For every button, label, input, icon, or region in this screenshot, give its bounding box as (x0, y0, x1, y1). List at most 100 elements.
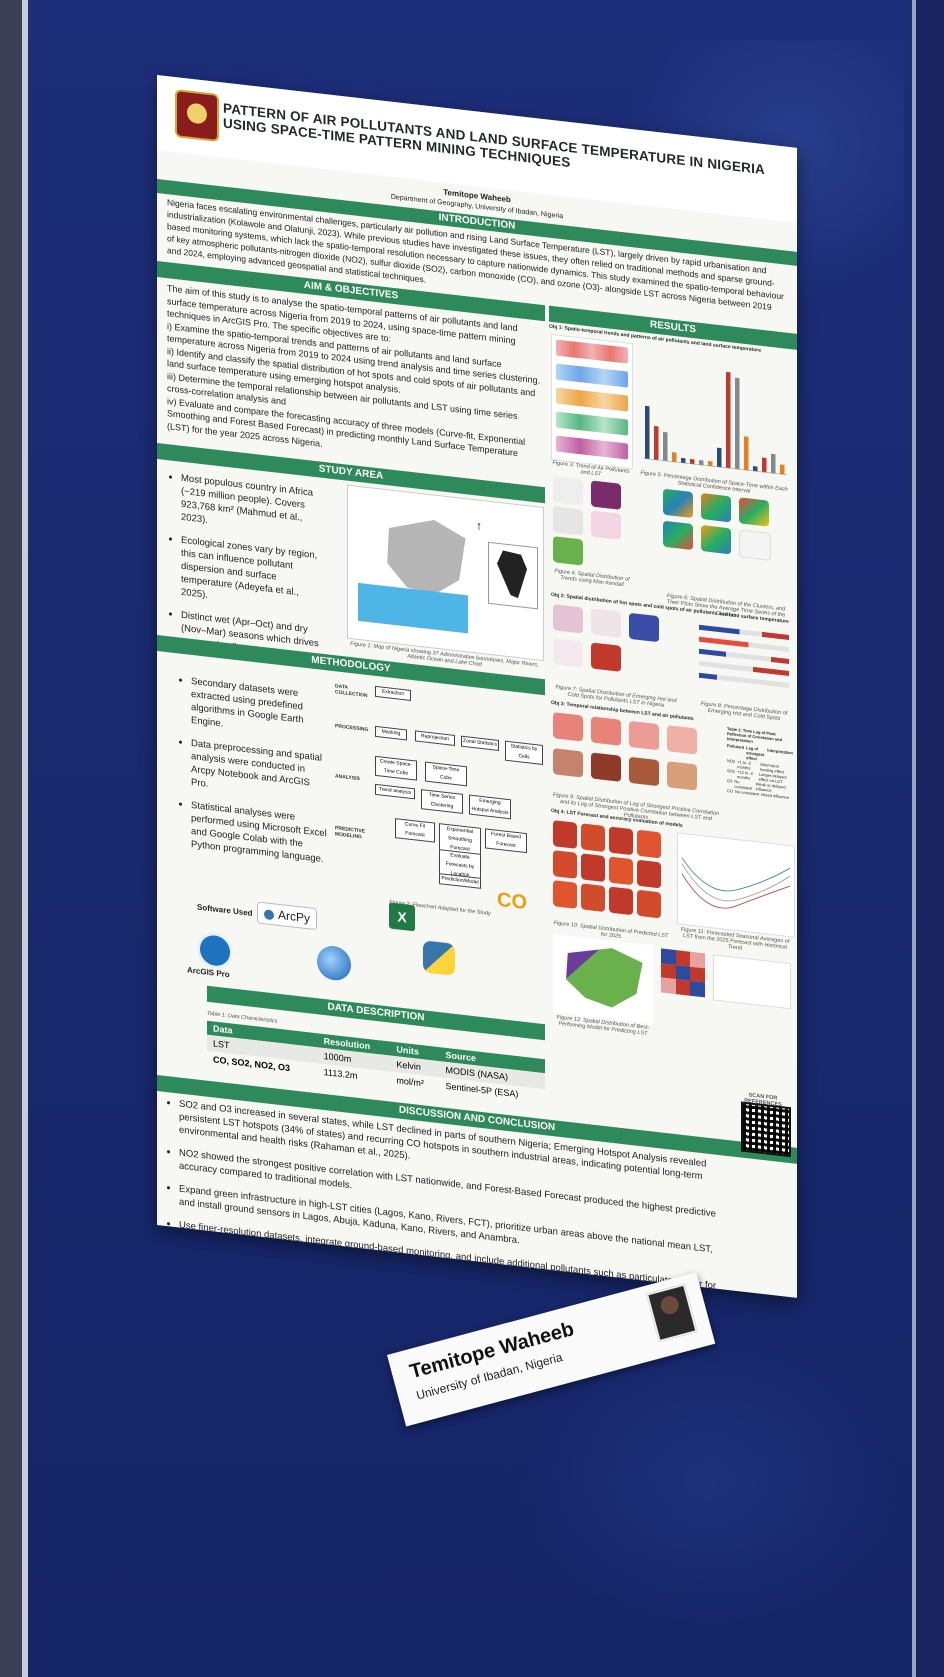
correlation-map-thumb (553, 748, 583, 778)
presenter-photo (646, 1283, 698, 1343)
matrix-cell (661, 948, 676, 965)
university-logo-icon (175, 89, 219, 143)
methodology-bullet-3: Statistical analyses were performed usin… (191, 799, 327, 866)
arcgis-pro-icon (197, 930, 233, 971)
trend-line-so2 (556, 363, 628, 388)
trend-map-thumb (591, 510, 621, 540)
correlation-map-thumb (553, 712, 583, 742)
chart-bar (780, 464, 785, 475)
percentage-bar (699, 672, 789, 689)
matrix-cell (690, 966, 705, 983)
display-board-frame-edge (22, 0, 28, 1677)
cluster-map-thumb (739, 529, 771, 561)
forecast-map-thumb (609, 856, 633, 886)
model-plot (713, 954, 791, 1010)
bar-group (645, 371, 785, 475)
forecast-map-thumb (581, 823, 605, 853)
matrix-cell (661, 963, 676, 980)
flow-box-trend-analysis: Trend analysis (375, 783, 415, 800)
colab-letters: CO (497, 888, 527, 915)
forecast-map-thumb (581, 853, 605, 883)
colab-icon: CO (497, 889, 527, 915)
matrix-cell (661, 977, 676, 995)
forecast-line-3 (681, 857, 791, 892)
results-panel: Obj 1: Spatio-temporal trends and patter… (549, 324, 797, 1052)
flow-box-create-cube: Create Space-Time Cube (375, 755, 417, 781)
africa-shape (497, 550, 527, 599)
compass-icon: ↑ (476, 518, 482, 534)
trend-map-thumb (553, 536, 583, 566)
flow-box-statistics-by-cells: Statistics by Cells (505, 740, 543, 765)
trend-line-no2 (556, 339, 628, 364)
forecast-map-thumb (553, 850, 577, 879)
trend-map-thumb (591, 480, 621, 510)
fig8-caption: Figure 8: Percentage Distribution of Eme… (700, 700, 788, 723)
atlantic-ocean-shape (358, 582, 468, 634)
correlation-map-thumb (629, 756, 659, 787)
hotspot-map-thumb (591, 608, 621, 638)
hotspot-map-grid (551, 602, 681, 697)
discussion-block: SO2 and O3 increased in several states, … (167, 1096, 727, 1298)
matrix-cell (675, 950, 691, 967)
cluster-map-thumb (739, 497, 769, 527)
chart-bar (663, 431, 668, 462)
python-icon (423, 940, 455, 976)
chart-bar (654, 426, 659, 461)
correlation-map-thumb (629, 720, 659, 751)
cluster-map-grid (661, 486, 791, 601)
flow-box-zonal-statistics: Zonal Statistics (461, 735, 499, 751)
best-model-map-shape (559, 939, 647, 1015)
study-area-bullet-2: Ecological zones vary by region, this ca… (181, 534, 327, 616)
flow-stage-analysis: ANALYSIS (335, 773, 360, 783)
trend-line-o3 (556, 411, 628, 436)
hotspot-map-thumb (629, 612, 659, 643)
cluster-map-thumb (663, 520, 693, 551)
hotspot-map-thumb (553, 604, 583, 634)
trend-map-thumb (553, 506, 583, 536)
trend-map-grid (551, 474, 633, 573)
chart-bar (690, 458, 695, 465)
forecast-map-thumb (637, 889, 661, 919)
forecast-map-thumb (609, 826, 633, 856)
display-board-frame-right (912, 0, 944, 1677)
flow-box-reprojection: Reprojection (415, 730, 455, 746)
chart-bar (762, 457, 767, 473)
table-cell: O3 (727, 777, 733, 784)
africa-inset-map (488, 541, 538, 610)
forecast-map-grid (551, 818, 671, 932)
chart-bar (645, 405, 650, 460)
google-earth-engine-icon (317, 944, 351, 983)
display-board-frame-left (0, 0, 22, 1677)
best-model-map (553, 934, 653, 1024)
chart-bar (744, 436, 749, 471)
flow-box-space-time-cube: Space-Time Cube (425, 761, 467, 787)
flow-box-curve-fit: Curve Fit Forecast (395, 818, 435, 843)
chart-bar (672, 452, 677, 463)
hotspot-percentage-bars (699, 621, 789, 701)
x-axis (643, 458, 787, 476)
cluster-map-thumb (663, 488, 693, 519)
correlation-map-thumb (667, 761, 697, 791)
methodology-flowchart: DATA COLLECTION PROCESSING ANALYSIS PRED… (335, 675, 545, 914)
flow-stage-data-collection: DATA COLLECTION (335, 683, 368, 699)
trend-line-co (556, 387, 628, 412)
chart-bar (726, 371, 731, 469)
chart-bar (699, 459, 704, 466)
research-poster: PATTERN OF AIR POLLUTANTS AND LAND SURFA… (157, 75, 797, 1298)
forecast-line-1 (681, 863, 791, 902)
confidence-bar-chart (643, 371, 787, 476)
forecast-map-thumb (581, 883, 605, 913)
flow-stage-predictive-modeling: PREDICTIVE MODELING (335, 825, 366, 841)
correlation-map-thumb (591, 716, 621, 746)
methodology-bullet-2: Data preprocessing and spatial analysis … (191, 737, 327, 804)
study-area-map: ↑ (347, 484, 544, 662)
table-cell: CO (727, 787, 733, 794)
matrix-cell (690, 951, 705, 969)
seasonal-forecast-chart (677, 832, 795, 938)
arcpy-label: ArcPy (278, 907, 311, 926)
forecast-map-thumb (553, 820, 577, 849)
forecast-map-thumb (637, 859, 661, 889)
references-qr-code[interactable] (741, 1101, 791, 1158)
accuracy-matrix (661, 948, 705, 998)
trend-line-lst (556, 435, 628, 460)
